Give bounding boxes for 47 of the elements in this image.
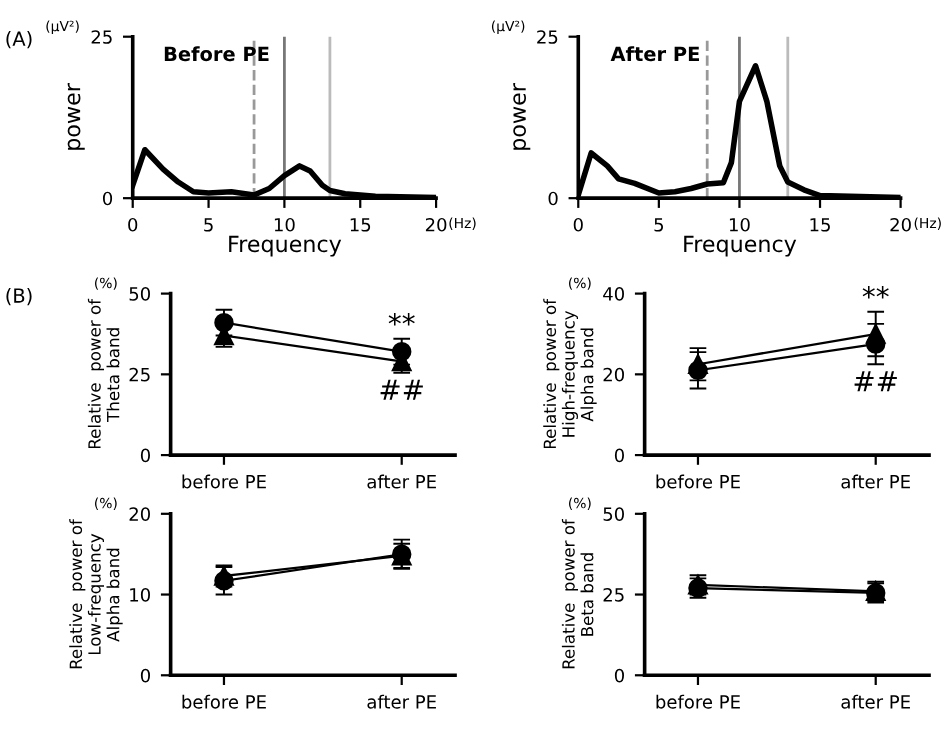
x-tick-label: 5 xyxy=(204,218,213,232)
y-axis-title: Relative power of Beta band xyxy=(561,518,594,669)
x-tick-label: 15 xyxy=(350,218,371,232)
y-tick-label: 50 xyxy=(129,287,150,301)
y-tick-label: 0 xyxy=(140,668,150,683)
y-axis-title: Relative power of Low-frequency Alpha band xyxy=(69,518,123,669)
chart-title: Before PE xyxy=(164,46,269,62)
x-tick-label: before PE xyxy=(656,474,740,489)
x-tick-label: before PE xyxy=(182,474,266,489)
x-tick-label: 10 xyxy=(729,217,750,232)
x-tick-label: before PE xyxy=(656,694,740,709)
annotation: ## xyxy=(380,379,423,400)
y-tick-label: 0 xyxy=(614,668,624,683)
annotation: ## xyxy=(854,371,897,392)
y-tick-label: 20 xyxy=(603,367,624,382)
y-tick-label: 25 xyxy=(129,367,150,382)
y-tick-label: 25 xyxy=(91,30,112,44)
annotation: ** xyxy=(388,312,415,326)
x-tick-label: before PE xyxy=(182,694,266,709)
y-axis-title: Relative power of High-frequency Alpha band xyxy=(543,298,597,449)
y-tick-label: 40 xyxy=(603,287,624,301)
y-axis-title: power xyxy=(67,83,85,150)
y-tick-label: 0 xyxy=(614,448,624,463)
x-tick-label: after PE xyxy=(841,474,910,489)
x-tick-label: 10 xyxy=(274,217,295,232)
chart-title: After PE xyxy=(610,46,699,62)
x-axis-title: Frequency xyxy=(684,235,797,257)
text: (A) xyxy=(6,30,32,49)
y-axis-title: power xyxy=(513,83,531,150)
x-tick-label: 5 xyxy=(654,218,664,232)
y-tick-label: 25 xyxy=(603,588,624,602)
y-tick-label: 50 xyxy=(603,507,624,521)
text: (B) xyxy=(6,287,32,306)
x-tick-label: after PE xyxy=(841,694,910,709)
annotation: ** xyxy=(862,285,889,299)
y-tick-label: 20 xyxy=(129,507,150,521)
x-tick-label: 20 xyxy=(425,217,447,232)
x-tick-label: 15 xyxy=(810,218,830,232)
x-tick-label: 0 xyxy=(573,217,583,232)
y-tick-label: 0 xyxy=(140,448,150,463)
x-tick-label: after PE xyxy=(367,694,436,709)
x-tick-label: 20 xyxy=(890,217,911,232)
y-tick-label: 25 xyxy=(537,30,558,44)
y-axis-title: Relative power of Theta band xyxy=(87,298,120,449)
y-tick-label: 10 xyxy=(130,588,150,602)
x-axis-title: Frequency xyxy=(229,235,342,257)
x-tick-label: after PE xyxy=(367,474,436,489)
